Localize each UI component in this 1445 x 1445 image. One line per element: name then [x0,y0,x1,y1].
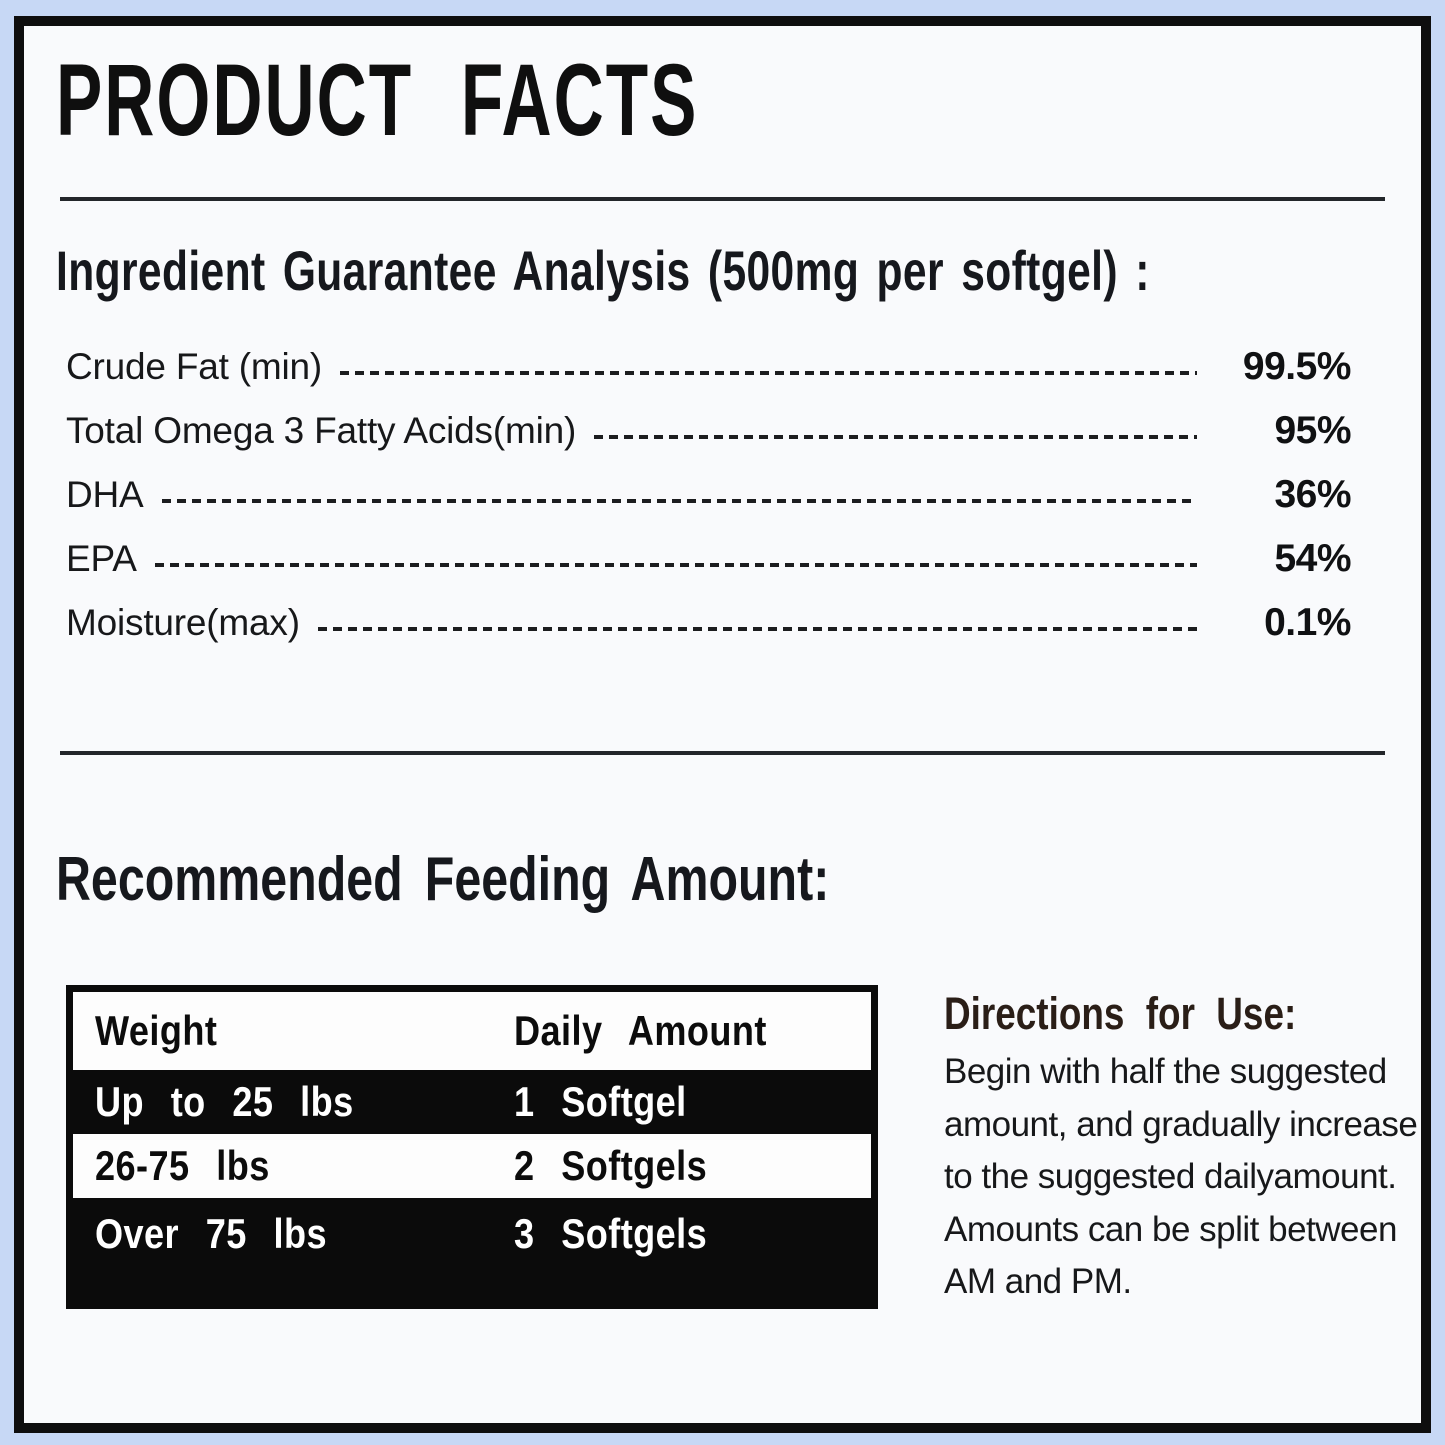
page-title: PRODUCT FACTS [56,43,699,157]
ingredient-name: EPA [66,537,137,579]
table-row: Up to 25 lbs 1 Softgel [73,1069,871,1134]
ingredient-name: DHA [66,473,144,515]
dotted-leader [154,562,1197,567]
dotted-leader [317,626,1197,631]
table-row: 26-75 lbs 2 Softgels [73,1133,871,1198]
amount-cell: 1 Softgel [513,1077,687,1125]
product-facts-panel: PRODUCT FACTS Ingredient Guarantee Analy… [14,16,1431,1433]
analysis-list: Crude Fat (min) 99.5% Total Omega 3 Fatt… [54,335,1391,655]
analysis-row: Total Omega 3 Fatty Acids(min) 95% [66,399,1352,463]
weight-cell: Up to 25 lbs [95,1077,354,1125]
amount-cell: 2 Softgels [513,1141,708,1189]
divider-top [60,196,1385,201]
directions-line: Amounts can be split between [944,1209,1397,1249]
analysis-heading: Ingredient Guarantee Analysis (500mg per… [56,238,1150,302]
panel-content: PRODUCT FACTS Ingredient Guarantee Analy… [24,43,1421,1309]
ingredient-value: 36% [1274,472,1351,516]
directions-block: Directions for Use: Begin with half the … [944,985,1418,1309]
table-header-weight: Weight [95,1006,218,1054]
weight-cell: Over 75 lbs [95,1209,328,1257]
feeding-table: Weight Daily Amount Up to 25 lbs 1 Softg… [66,984,878,1309]
amount-cell: 3 Softgels [513,1209,708,1257]
directions-line: to the suggested dailyamount. [944,1157,1397,1197]
dotted-leader [161,498,1197,503]
ingredient-name: Moisture(max) [66,601,300,643]
directions-line: Begin with half the suggested [944,1052,1387,1092]
weight-cell: 26-75 lbs [95,1141,270,1189]
analysis-row: EPA 54% [66,527,1352,591]
ingredient-value: 95% [1274,408,1351,452]
table-header-daily-amount: Daily Amount [513,1006,767,1054]
ingredient-value: 99.5% [1242,344,1352,388]
ingredient-name: Total Omega 3 Fatty Acids(min) [66,409,577,451]
table-header-row: Weight Daily Amount [73,991,871,1070]
analysis-row: DHA 36% [66,463,1352,527]
directions-heading: Directions for Use: [944,987,1297,1039]
feeding-section: Weight Daily Amount Up to 25 lbs 1 Softg… [54,984,1418,1309]
ingredient-value: 54% [1274,536,1351,580]
dotted-leader [340,370,1197,375]
table-row: Over 75 lbs 3 Softgels [73,1197,871,1270]
analysis-row: Moisture(max) 0.1% [66,591,1352,655]
directions-body: Begin with half the suggested amount, an… [944,1046,1418,1309]
directions-line: AM and PM. [944,1262,1132,1302]
directions-line: amount, and gradually increase [944,1104,1418,1144]
ingredient-name: Crude Fat (min) [66,345,323,387]
dotted-leader [594,434,1197,439]
ingredient-value: 0.1% [1264,600,1351,644]
feeding-heading: Recommended Feeding Amount: [56,844,830,914]
divider-middle [60,750,1385,755]
analysis-row: Crude Fat (min) 99.5% [66,335,1352,399]
